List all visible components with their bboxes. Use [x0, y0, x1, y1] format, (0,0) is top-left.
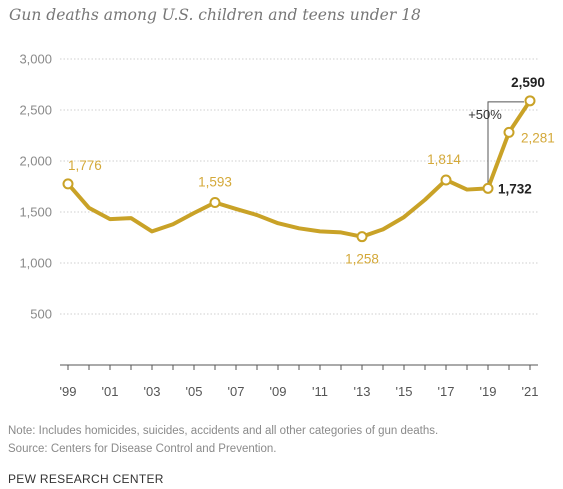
data-label: 1,814 — [427, 152, 461, 167]
x-axis: '99 '01 '03 '05 '07 '09 '11 '13 '15 '17 '19 '21 — [60, 364, 539, 399]
percent-change-label: +50% — [468, 107, 502, 122]
data-marker — [503, 126, 515, 138]
x-tick-label: '09 — [270, 384, 287, 399]
data-marker — [440, 174, 452, 186]
data-marker — [209, 197, 221, 209]
data-label: 2,590 — [511, 75, 545, 90]
data-marker — [62, 178, 74, 190]
x-tick-label: '19 — [480, 384, 497, 399]
percent-change-bracket: +50% — [468, 101, 524, 189]
series-path — [66, 98, 532, 239]
data-marker — [524, 95, 536, 107]
y-tick-label: 1,000 — [19, 256, 52, 271]
x-tick-label: '05 — [186, 384, 203, 399]
y-tick-label: 2,000 — [19, 154, 52, 169]
x-tick-label: '03 — [144, 384, 161, 399]
y-axis-ticks: 500 1,000 1,500 2,000 2,500 3,000 — [19, 52, 52, 322]
data-marker — [482, 182, 494, 194]
series-line — [66, 98, 532, 239]
x-tick-label: '17 — [438, 384, 455, 399]
x-tick-label: '07 — [228, 384, 245, 399]
data-markers — [62, 95, 536, 243]
y-tick-label: 500 — [30, 307, 52, 322]
chart-note: Note: Includes homicides, suicides, acci… — [8, 425, 439, 437]
bracket-line — [487, 101, 524, 189]
y-tick-label: 1,500 — [19, 205, 52, 220]
data-marker — [356, 231, 368, 243]
x-tick-label: '15 — [396, 384, 413, 399]
x-tick-label: '21 — [522, 384, 539, 399]
x-tick-label: '13 — [354, 384, 371, 399]
data-label: 1,593 — [198, 175, 232, 190]
x-tick-label: '99 — [60, 384, 77, 399]
data-label: 1,258 — [345, 252, 379, 267]
y-tick-label: 2,500 — [19, 103, 52, 118]
data-label: 2,281 — [521, 130, 555, 145]
data-label: 1,732 — [498, 181, 532, 196]
data-labels: 1,776 1,593 1,258 1,814 1,732 2,281 2,590 — [68, 75, 555, 267]
chart-source: Source: Centers for Disease Control and … — [8, 443, 277, 455]
x-tick-label: '11 — [312, 384, 328, 399]
data-label: 1,776 — [68, 158, 102, 173]
line-chart: 500 1,000 1,500 2,000 2,500 3,000 '99 '01 '03 '0… — [19, 52, 555, 400]
organization-name: PEW RESEARCH CENTER — [8, 472, 164, 486]
y-tick-label: 3,000 — [19, 52, 52, 67]
chart-title: Gun deaths among U.S. children and teens… — [9, 6, 421, 24]
gridlines — [60, 58, 538, 315]
x-tick-label: '01 — [102, 384, 119, 399]
